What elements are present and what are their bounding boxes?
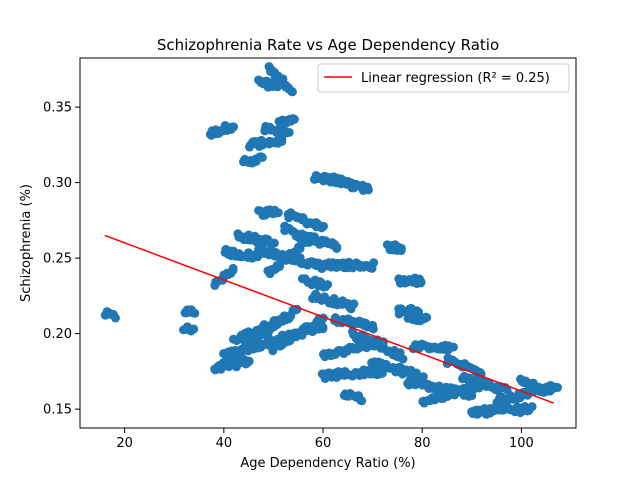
x-tick-label: 40: [216, 436, 233, 451]
x-tick-label: 60: [315, 436, 332, 451]
x-axis-ticks: 20 40 60 80 100: [116, 428, 534, 451]
x-tick-label: 80: [414, 436, 431, 451]
x-tick-label: 100: [509, 436, 534, 451]
regression-line: [104, 234, 554, 404]
data-point: [398, 354, 408, 364]
x-tick-label: 20: [116, 436, 133, 451]
y-axis-label: Schizophrenia (%): [19, 184, 34, 302]
data-point: [287, 87, 297, 97]
y-tick-label: 0.15: [43, 403, 72, 418]
data-point: [527, 402, 537, 412]
data-point: [190, 308, 200, 318]
data-point: [448, 342, 458, 352]
data-point: [323, 280, 333, 290]
data-point: [244, 356, 254, 366]
data-point: [357, 396, 367, 406]
data-points: [100, 62, 562, 419]
y-tick-label: 0.20: [43, 327, 72, 342]
plot-frame: [79, 57, 577, 429]
data-point: [277, 136, 287, 146]
data-point: [229, 122, 239, 132]
y-axis-ticks: 0.15 0.20 0.25 0.30 0.35: [43, 101, 80, 418]
y-tick-label: 0.25: [43, 252, 72, 267]
data-point: [257, 152, 267, 162]
data-point: [289, 114, 299, 124]
data-point: [228, 263, 238, 273]
y-tick-label: 0.35: [43, 101, 72, 116]
data-point: [368, 324, 378, 334]
legend-box: [317, 63, 570, 93]
data-point: [189, 324, 199, 334]
x-axis-label: Age Dependency Ratio (%): [240, 456, 415, 471]
data-point: [273, 208, 283, 218]
data-point: [396, 246, 406, 256]
data-point: [332, 243, 342, 253]
data-point: [369, 258, 379, 268]
data-point: [363, 185, 373, 195]
regression-layer: [104, 234, 554, 404]
data-point: [416, 277, 426, 287]
data-point: [349, 299, 359, 309]
y-tick-label: 0.30: [43, 176, 72, 191]
data-point: [318, 221, 328, 231]
legend: Linear regression (R² = 0.25): [317, 63, 570, 93]
data-point: [421, 312, 431, 322]
data-point: [110, 313, 120, 323]
data-point: [547, 384, 557, 394]
chart-title: Schizophrenia Rate vs Age Dependency Rat…: [157, 36, 499, 54]
legend-entry-regression: Linear regression (R² = 0.25): [361, 71, 550, 86]
data-point: [284, 127, 294, 137]
data-point: [269, 238, 279, 248]
